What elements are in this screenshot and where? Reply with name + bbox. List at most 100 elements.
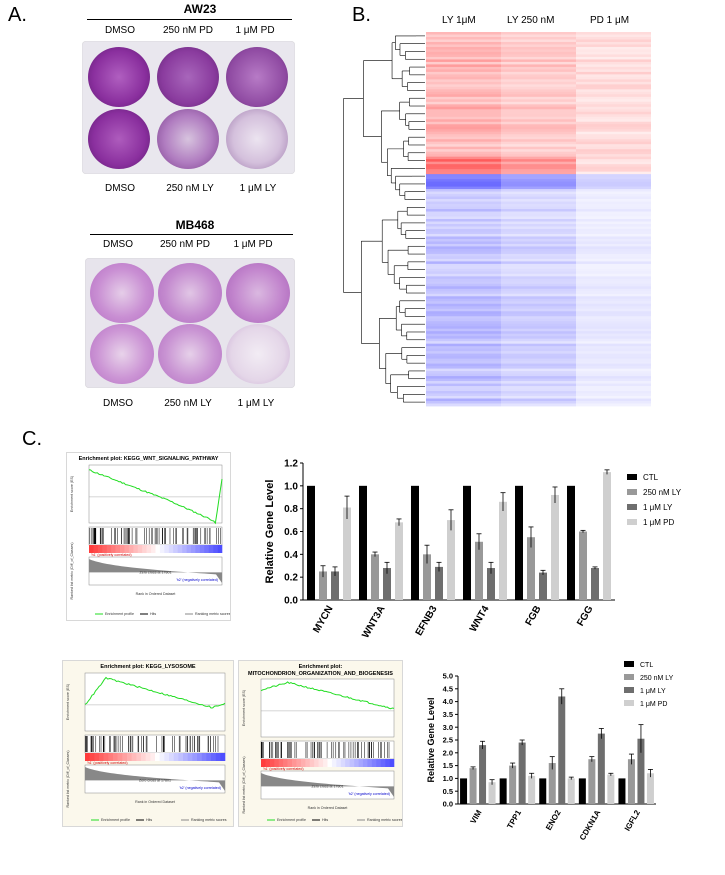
- gsea-color-bar-segment: [168, 545, 174, 553]
- gsea-color-bar-segment: [117, 753, 123, 761]
- heatmap-cell: [501, 231, 576, 235]
- heatmap-cell: [501, 201, 576, 205]
- heatmap-cell: [426, 271, 501, 275]
- heatmap-cell: [576, 206, 651, 210]
- heatmap-cell: [426, 326, 501, 330]
- heatmap-cell: [501, 266, 576, 270]
- heatmap-cell: [426, 141, 501, 145]
- heatmap-cell: [576, 276, 651, 280]
- heatmap-cell: [501, 223, 576, 227]
- heatmap-cell: [426, 321, 501, 325]
- bar: [548, 763, 556, 804]
- heatmap-cell: [576, 318, 651, 322]
- legend-label: CTL: [640, 662, 653, 669]
- gsea-mito-title-line2: MITOCHONDRION_ORGANIZATION_AND_BIOGENESI…: [248, 671, 393, 677]
- gsea-zero-cross-label: Zero cross at 17801: [312, 784, 344, 788]
- heatmap-cell: [576, 398, 651, 402]
- gsea-color-bar-segment: [204, 545, 209, 553]
- gsea-y-label-top: Enrichment score (ES): [242, 690, 246, 726]
- heatmap-cell: [576, 41, 651, 45]
- heatmap-cell: [576, 89, 651, 93]
- bar: [558, 696, 566, 804]
- gsea-color-bar-segment: [151, 545, 156, 553]
- heatmap-cell: [576, 306, 651, 310]
- heatmap-cell: [426, 331, 501, 335]
- heatmap-cell: [426, 348, 501, 352]
- heatmap-cell: [501, 248, 576, 252]
- heatmap-cell: [501, 333, 576, 337]
- heatmap-cell: [426, 228, 501, 232]
- heatmap-cell: [426, 149, 501, 153]
- heatmap-cell: [576, 151, 651, 155]
- gsea-color-bar-segment: [93, 545, 99, 553]
- gsea-color-bar-segment: [142, 545, 147, 553]
- heatmap-cell: [576, 91, 651, 95]
- gsea-y-label-bottom: Ranked list metric (Diff_of_Classes): [66, 750, 70, 807]
- gsea-hits-frame: [88, 526, 223, 546]
- heatmap-cell: [576, 388, 651, 392]
- heatmap-cell: [576, 161, 651, 165]
- heatmap-cell: [426, 353, 501, 357]
- heatmap-cell: [576, 181, 651, 185]
- heatmap-cell: [576, 94, 651, 98]
- gsea-color-bar-segment: [173, 545, 178, 553]
- heatmap-cell: [426, 131, 501, 135]
- heatmap-cell: [426, 169, 501, 173]
- gsea-color-bar-segment: [106, 545, 112, 553]
- heatmap-cell: [576, 238, 651, 242]
- heatmap-cell: [501, 139, 576, 143]
- heatmap-cell: [426, 248, 501, 252]
- heatmap-cell: [501, 386, 576, 389]
- bar: [551, 494, 559, 600]
- category-label: WNT4: [468, 604, 492, 634]
- heatmap-cell: [426, 151, 501, 155]
- heatmap-cell: [576, 166, 651, 170]
- heatmap-cell: [426, 291, 501, 295]
- gsea-legend-label: Ranking metric scores: [195, 612, 230, 616]
- gsea-mito-title-line1: Enrichment plot:: [298, 664, 343, 670]
- gsea-y-label-bottom: Ranked list metric (Diff_of_Classes): [242, 756, 246, 813]
- heatmap-cell: [426, 139, 501, 143]
- gsea-color-bar-segment: [199, 545, 205, 553]
- heatmap-cell: [426, 79, 501, 83]
- heatmap-cell: [501, 211, 576, 215]
- bar: [539, 572, 547, 600]
- heatmap-cell: [501, 71, 576, 75]
- y-tick-label: 0.4: [284, 550, 298, 561]
- heatmap-cell: [501, 191, 576, 195]
- heatmap-cell: [426, 124, 501, 128]
- heatmap-column-label-3: PD 1 μM: [590, 15, 630, 26]
- legend-label: 1 μM PD: [643, 518, 675, 527]
- heatmap-cell: [501, 141, 576, 145]
- heatmap-cell: [501, 341, 576, 345]
- heatmap-cell: [426, 114, 501, 118]
- bar: [469, 768, 477, 804]
- heatmap-cell: [501, 34, 576, 38]
- gsea-color-bar-segment: [371, 759, 377, 767]
- heatmap-cell: [426, 86, 501, 90]
- heatmap-cell: [501, 398, 576, 402]
- heatmap-cell: [576, 101, 651, 105]
- gsea-color-bar-segment: [336, 759, 342, 767]
- heatmap-cell: [426, 46, 501, 50]
- heatmap-cell: [426, 91, 501, 95]
- bar: [515, 485, 523, 600]
- plate2-top-label-3: 1 μM PD: [233, 239, 273, 250]
- heatmap-cell: [576, 323, 651, 327]
- heatmap-cell: [426, 361, 501, 365]
- heatmap-cell: [426, 106, 501, 110]
- heatmap-cell: [426, 301, 501, 305]
- heatmap-cell: [426, 371, 501, 374]
- heatmap-cell: [426, 196, 501, 200]
- heatmap-cell: [426, 333, 501, 337]
- heatmap-cell: [426, 159, 501, 163]
- gsea-negative-label: 'h2' (negatively correlated): [176, 578, 218, 582]
- plate2-bottom-label-2: 250 nM LY: [164, 398, 212, 409]
- heatmap-cell: [501, 313, 576, 317]
- heatmap-cell: [576, 236, 651, 240]
- heatmap-cell: [576, 258, 651, 262]
- heatmap-cell: [576, 343, 651, 347]
- gsea-color-bar-segment: [278, 759, 284, 767]
- gsea-color-bar-segment: [213, 545, 218, 553]
- bar: [479, 745, 487, 804]
